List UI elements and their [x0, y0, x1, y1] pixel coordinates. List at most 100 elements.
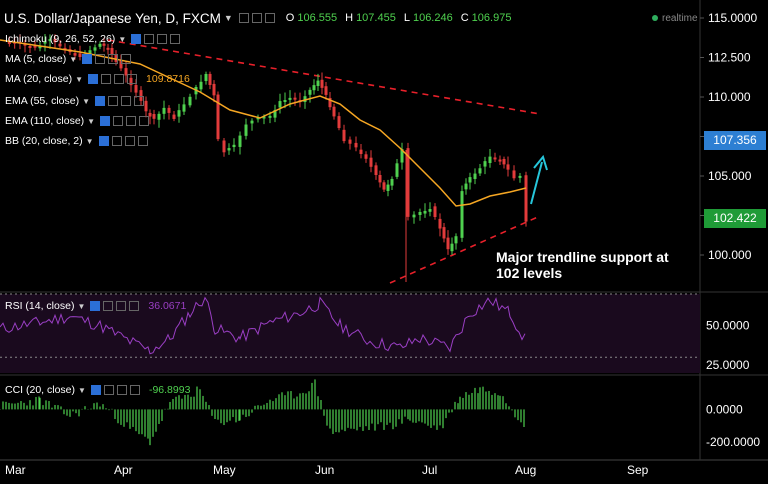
plus-icon[interactable] [108, 54, 119, 64]
plus-icon[interactable] [126, 116, 137, 126]
symbol-dropdown-icon[interactable]: ▼ [223, 13, 233, 23]
candle-body [512, 170, 516, 179]
candle-body [446, 237, 450, 250]
candle-body [468, 177, 472, 183]
candle-body [418, 211, 422, 215]
gear-icon[interactable] [101, 74, 112, 84]
cci-label: CCI (20, close) [5, 384, 76, 396]
candle-body [124, 68, 128, 76]
eye-icon[interactable] [131, 34, 142, 44]
candle-body [483, 161, 487, 167]
candle-body [450, 243, 454, 252]
chevron-down-icon[interactable]: ▼ [69, 54, 78, 64]
indicator-ema110[interactable]: EMA (110, close) ▼ [5, 115, 152, 127]
indicator-label: EMA (110, close) [5, 115, 85, 127]
ma20-value: 109.8716 [146, 73, 190, 85]
candle-body [518, 175, 522, 178]
x-tick-label: Mar [5, 463, 26, 477]
eye-icon[interactable] [90, 385, 101, 395]
candle-body [58, 43, 62, 47]
gear-icon[interactable] [144, 34, 155, 44]
plus-icon[interactable] [157, 34, 168, 44]
gear-icon[interactable] [103, 301, 114, 311]
eye-icon[interactable] [82, 54, 93, 64]
candle-body [93, 47, 97, 51]
chevron-down-icon[interactable]: ▼ [87, 116, 96, 126]
candle-body [53, 38, 57, 43]
candle-body [199, 81, 203, 90]
candle-body [23, 43, 27, 46]
symbol-title[interactable]: U.S. Dollar/Japanese Yen, D, FXCM [4, 10, 221, 26]
indicator-ema55[interactable]: EMA (55, close) ▼ [5, 95, 147, 107]
x-tick-label: Jul [422, 463, 437, 477]
eye-icon[interactable] [95, 96, 106, 106]
cci-histogram [0, 379, 525, 446]
candle-body [460, 191, 464, 238]
candle-body [442, 227, 446, 239]
candle-body [369, 157, 373, 167]
candle-body [167, 107, 171, 113]
candle-body [324, 86, 328, 95]
close-icon[interactable] [137, 136, 148, 146]
close-icon[interactable] [139, 116, 150, 126]
chevron-down-icon[interactable]: ▼ [78, 385, 86, 395]
settings-icon[interactable] [251, 13, 262, 23]
close-icon[interactable] [129, 301, 140, 311]
gear-icon[interactable] [108, 96, 119, 106]
candle-body [433, 206, 437, 218]
chevron-down-icon[interactable]: ▼ [75, 74, 84, 84]
candle-body [244, 124, 248, 136]
close-icon[interactable] [129, 385, 140, 395]
indicator-ma5[interactable]: MA (5, close) ▼ [5, 53, 134, 65]
candle-body [506, 164, 510, 170]
candle-body [278, 101, 282, 108]
realtime-dot-icon [652, 15, 658, 22]
indicator-ichimoku[interactable]: Ichimoku (9, 26, 52, 26) ▼ [5, 33, 183, 45]
visibility-icon[interactable] [238, 13, 249, 23]
plus-icon[interactable] [116, 385, 127, 395]
candle-body [283, 99, 287, 102]
y-tick-label: 112.500 [708, 51, 751, 65]
eye-icon[interactable] [98, 136, 109, 146]
candle-body [250, 120, 254, 124]
plus-icon[interactable] [124, 136, 135, 146]
candle-body [88, 50, 92, 55]
more-icon[interactable] [264, 13, 275, 23]
candle-body [288, 97, 292, 100]
gear-icon[interactable] [103, 385, 114, 395]
chevron-down-icon[interactable]: ▼ [82, 96, 91, 106]
close-icon[interactable] [134, 96, 145, 106]
gear-icon[interactable] [95, 54, 106, 64]
chevron-down-icon[interactable]: ▼ [85, 136, 94, 146]
close-icon[interactable] [127, 74, 138, 84]
eye-icon[interactable] [90, 301, 101, 311]
candle-body [162, 107, 166, 114]
candle-body [332, 106, 336, 117]
chevron-down-icon[interactable]: ▼ [118, 34, 127, 44]
candle-body [139, 90, 143, 101]
eye-icon[interactable] [88, 74, 99, 84]
indicator-bb[interactable]: BB (20, close, 2) ▼ [5, 135, 151, 147]
lower-trendline [389, 215, 541, 284]
support-price-label: 102.422 [704, 209, 766, 228]
plus-icon[interactable] [121, 96, 132, 106]
annotation-line2: 102 levels [496, 265, 563, 281]
indicator-rsi[interactable]: RSI (14, close) ▼ 36.0671 [5, 300, 186, 312]
chevron-down-icon[interactable]: ▼ [77, 301, 86, 311]
close-icon[interactable] [170, 34, 181, 44]
gear-icon[interactable] [113, 116, 124, 126]
trendline-annotation: Major trendline support at 102 levels [496, 249, 686, 281]
close-icon[interactable] [121, 54, 132, 64]
plus-icon[interactable] [116, 301, 127, 311]
gear-icon[interactable] [111, 136, 122, 146]
candle-body [268, 115, 272, 118]
candle-body [478, 168, 482, 174]
candle-body [48, 39, 52, 42]
candle-body [312, 85, 316, 91]
indicator-ma20[interactable]: MA (20, close) ▼ 109.8716 [5, 73, 190, 85]
eye-icon[interactable] [100, 116, 111, 126]
candle-body [406, 148, 410, 217]
indicator-cci[interactable]: CCI (20, close) ▼ -96.8993 [5, 384, 190, 396]
plus-icon[interactable] [114, 74, 125, 84]
y-tick-label: 105.000 [708, 169, 752, 183]
